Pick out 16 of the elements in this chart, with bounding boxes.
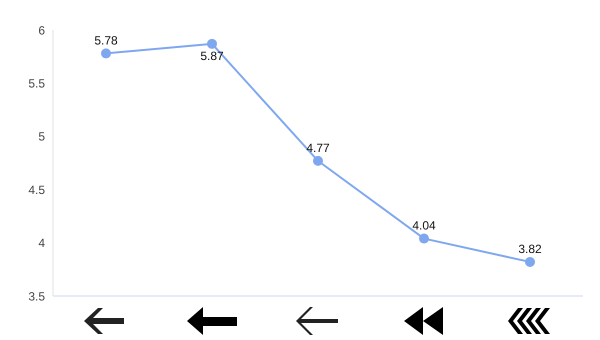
y-tick-label: 5.5 [28, 76, 46, 90]
point [313, 156, 323, 166]
point [419, 234, 429, 244]
y-tick-label: 4 [38, 236, 46, 250]
data-label: 3.82 [518, 242, 542, 256]
data-label: 5.87 [200, 48, 224, 63]
y-tick-label: 3.5 [28, 289, 46, 304]
y-tick-label: 4.5 [28, 182, 46, 197]
point [525, 256, 535, 267]
point [207, 38, 217, 49]
y-tick-label: 5 [38, 130, 46, 144]
data-label: 5.78 [94, 33, 118, 48]
point [101, 48, 111, 58]
data-label: 4.04 [412, 218, 436, 233]
y-tick-label: 6 [38, 23, 46, 38]
data-label: 4.77 [306, 140, 330, 155]
